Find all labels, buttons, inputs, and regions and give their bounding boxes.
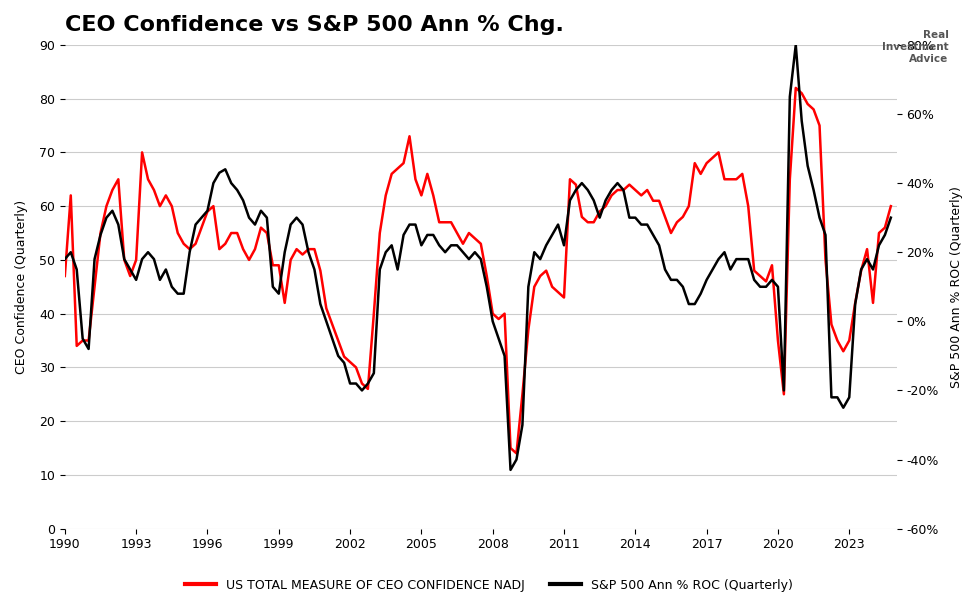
Y-axis label: CEO Confidence (Quarterly): CEO Confidence (Quarterly) <box>15 200 28 374</box>
Text: Real
Investment
Advice: Real Investment Advice <box>881 30 948 64</box>
Y-axis label: S&P 500 Ann % ROC (Quarterly): S&P 500 Ann % ROC (Quarterly) <box>949 186 962 388</box>
Text: CEO Confidence vs S&P 500 Ann % Chg.: CEO Confidence vs S&P 500 Ann % Chg. <box>64 15 563 35</box>
Legend: US TOTAL MEASURE OF CEO CONFIDENCE NADJ, S&P 500 Ann % ROC (Quarterly): US TOTAL MEASURE OF CEO CONFIDENCE NADJ,… <box>180 574 797 597</box>
